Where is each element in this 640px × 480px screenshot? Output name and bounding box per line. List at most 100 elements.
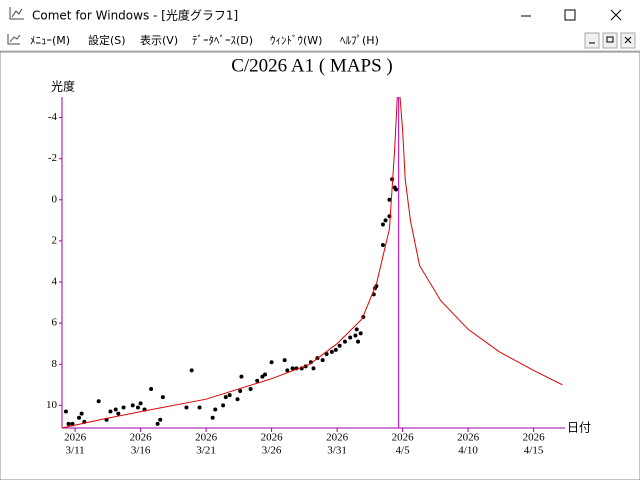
observation-point xyxy=(96,399,101,404)
observation-point xyxy=(197,405,202,410)
observation-point xyxy=(158,417,163,422)
observation-point xyxy=(70,421,75,426)
observation-point xyxy=(121,405,126,410)
observation-point xyxy=(394,187,399,192)
window-title: Comet for Windows - [光度グラフ1] xyxy=(32,8,238,23)
observation-point xyxy=(130,403,135,408)
x-tick-label: 3/16 xyxy=(131,445,151,457)
observation-point xyxy=(210,415,215,420)
x-tick-label: 3/21 xyxy=(196,445,216,457)
x-tick-label: 3/11 xyxy=(66,445,85,457)
title-bar: Comet for Windows - [光度グラフ1] xyxy=(9,7,622,23)
y-tick-label: 6 xyxy=(52,317,58,329)
observation-point xyxy=(290,366,295,371)
y-tick-label: 4 xyxy=(52,276,58,288)
menu-item[interactable]: 表示(V) xyxy=(140,33,178,47)
observation-point xyxy=(329,349,334,354)
observation-point xyxy=(311,366,316,371)
observation-point xyxy=(263,372,268,377)
observation-point xyxy=(248,386,253,391)
observation-point xyxy=(333,347,338,352)
close-button[interactable] xyxy=(610,9,622,21)
observation-point xyxy=(235,397,240,402)
observation-point xyxy=(337,343,342,348)
observation-point xyxy=(348,335,353,340)
x-tick-label: 3/26 xyxy=(262,445,282,457)
observation-point xyxy=(79,411,84,416)
observation-point xyxy=(149,386,154,391)
x-tick-year: 2026 xyxy=(457,432,480,444)
observation-point xyxy=(213,407,218,412)
y-tick-label: 8 xyxy=(52,358,58,370)
x-tick-label: 4/15 xyxy=(524,445,544,457)
maximize-button[interactable] xyxy=(564,9,576,21)
y-tick-label: 2 xyxy=(52,234,58,246)
x-tick-year: 2026 xyxy=(392,432,415,444)
observation-point xyxy=(77,415,82,420)
observation-point xyxy=(353,333,358,338)
menu-bar xyxy=(0,32,640,52)
app-icon xyxy=(9,7,24,20)
observation-point xyxy=(390,177,395,182)
observation-point xyxy=(189,368,194,373)
menu-item[interactable]: 設定(S) xyxy=(88,33,126,47)
x-tick-year: 2026 xyxy=(261,432,284,444)
y-tick-label: 0 xyxy=(52,193,58,205)
observation-point xyxy=(358,331,363,336)
observation-point xyxy=(135,405,140,410)
menu-item[interactable]: ﾒﾆｭｰ(M) xyxy=(30,34,70,47)
observation-point xyxy=(66,421,71,426)
y-tick-label: 10 xyxy=(46,399,58,411)
observation-point xyxy=(184,405,189,410)
child-button-glyphs xyxy=(589,36,632,44)
observation-point xyxy=(380,243,385,248)
x-tick-year: 2026 xyxy=(64,432,87,444)
observation-point xyxy=(238,388,243,393)
menu-item[interactable]: ﾍﾙﾌﾟ(H) xyxy=(340,34,379,47)
observation-point xyxy=(221,403,226,408)
client-border xyxy=(0,51,640,480)
observation-point xyxy=(155,421,160,426)
observation-point xyxy=(354,327,359,332)
observation-point xyxy=(380,222,385,227)
child-minimize[interactable] xyxy=(584,32,600,49)
chart-title: C/2026 A1 ( MAPS ) xyxy=(231,55,393,76)
observation-point xyxy=(223,395,228,400)
x-tick-label: 4/10 xyxy=(458,445,478,457)
child-icon xyxy=(7,34,21,45)
observation-point xyxy=(108,409,113,414)
observation-point xyxy=(255,378,260,383)
observation-point xyxy=(269,360,274,365)
observation-point xyxy=(285,368,290,373)
observation-point xyxy=(113,407,118,412)
y-tick-label: -4 xyxy=(48,111,58,123)
observation-point xyxy=(356,339,361,344)
x-tick-year: 2026 xyxy=(523,432,546,444)
observation-point xyxy=(282,358,287,363)
y-tick-label: -2 xyxy=(48,152,57,164)
x-tick-year: 2026 xyxy=(195,432,218,444)
observation-point xyxy=(383,218,388,223)
x-tick-label: 3/31 xyxy=(327,445,347,457)
menu-item[interactable]: ﾃﾞｰﾀﾍﾞｰｽ(D) xyxy=(192,34,253,47)
observation-point xyxy=(324,351,329,356)
observation-point xyxy=(160,395,165,400)
observation-point xyxy=(138,401,143,406)
x-tick-year: 2026 xyxy=(130,432,153,444)
x-tick-label: 4/5 xyxy=(396,445,411,457)
observation-point xyxy=(63,409,68,414)
model-curve xyxy=(61,96,563,429)
observation-point xyxy=(387,197,392,202)
x-axis-label: 日付 xyxy=(567,421,591,435)
observation-point xyxy=(116,411,121,416)
observation-point xyxy=(320,358,325,363)
observation-point xyxy=(239,374,244,379)
y-axis-label: 光度 xyxy=(51,79,75,94)
menu-item[interactable]: ｳｨﾝﾄﾞｳ(W) xyxy=(270,34,322,47)
observation-point xyxy=(342,339,347,344)
child-restore[interactable] xyxy=(602,32,618,49)
x-tick-year: 2026 xyxy=(326,432,349,444)
observation-point xyxy=(227,393,232,398)
